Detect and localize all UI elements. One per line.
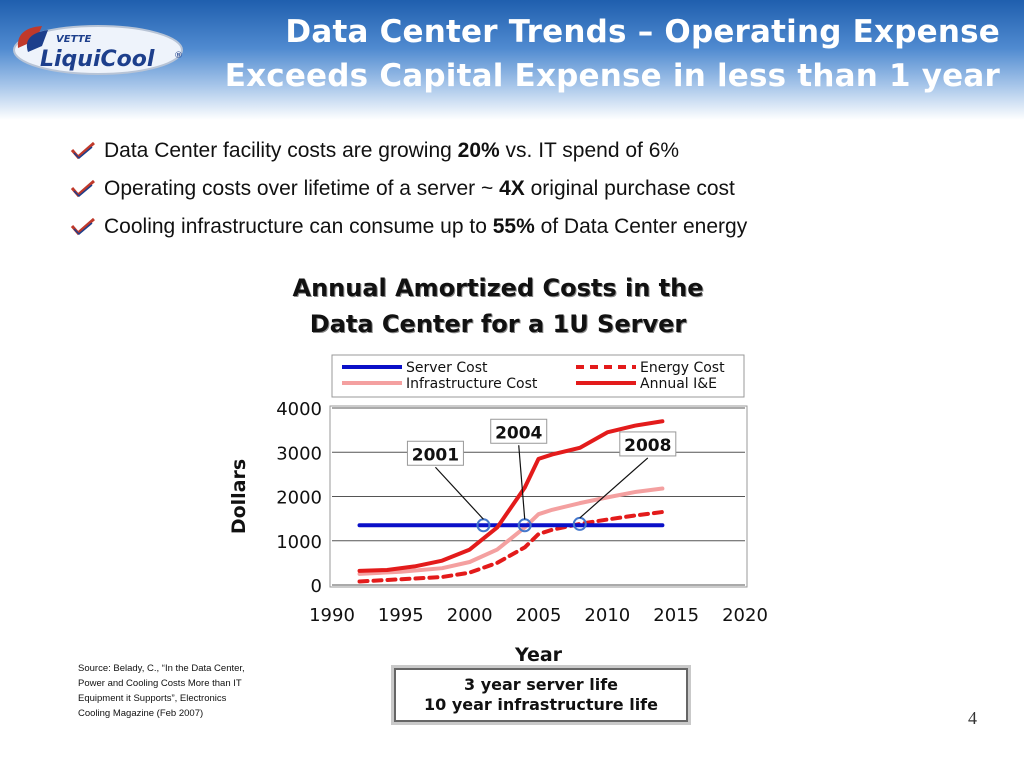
chart-title: Annual Amortized Costs in the Data Cente… [268, 270, 728, 342]
bullet-emphasis: 20% [457, 139, 500, 162]
source-line: Cooling Magazine (Feb 2007) [78, 708, 204, 719]
legend-label: Energy Cost [640, 360, 725, 376]
svg-text:®: ® [174, 51, 183, 61]
bullet-text: Operating costs over lifetime of a serve… [104, 177, 500, 200]
source-line: Power and Cooling Costs More than IT [78, 678, 242, 689]
annotation-box [406, 440, 464, 466]
bullet-list: Data Center facility costs are growing 2… [70, 138, 747, 252]
annotation-label: 2001 [412, 445, 459, 465]
crossover-marker [517, 518, 532, 533]
y-tick-label: 1000 [276, 532, 322, 553]
bullet-text: of Data Center energy [534, 215, 748, 238]
chart-title-line2: Data Center for a 1U Server [309, 310, 687, 338]
y-tick-label: 4000 [276, 399, 322, 420]
infrastructure-life-text: 10 year infrastructure life [424, 695, 658, 714]
server-life-text: 3 year server life [463, 675, 619, 694]
y-tick-label: 3000 [276, 443, 322, 464]
legend-label: Infrastructure Cost [406, 376, 538, 392]
annotation-box [490, 418, 548, 444]
bullet-text: vs. IT spend of 6% [499, 139, 680, 162]
annotation-arrow [518, 445, 526, 520]
svg-text:VETTE: VETTE [56, 34, 91, 45]
lifetime-box: 3 year server life 10 year infrastructur… [391, 665, 691, 725]
y-tick-label: 0 [311, 576, 322, 597]
checkmark-icon [70, 141, 95, 160]
x-tick-label: 1995 [378, 605, 424, 626]
svg-text:LiquiCool: LiquiCool [40, 47, 155, 72]
x-tick-label: 2005 [516, 605, 562, 626]
annotation-arrow [434, 466, 484, 520]
amortized-costs-chart: 0 1000 2000 3000 4000 1990 1995 2000 2005 2010 201… [228, 354, 768, 666]
annotation-label: 2004 [495, 423, 542, 443]
checkmark-icon [70, 179, 95, 198]
checkmark-icon [70, 217, 95, 236]
bullet-item: Operating costs over lifetime of a serve… [70, 176, 747, 214]
annotation-label: 2008 [624, 436, 671, 456]
bullet-emphasis: 55% [492, 215, 535, 238]
x-axis-title: Year [514, 644, 563, 666]
x-tick-label: 2000 [447, 605, 493, 626]
bullet-item: Data Center facility costs are growing 2… [70, 138, 747, 176]
x-tick-label: 2010 [584, 605, 630, 626]
legend-label: Annual I&E [640, 376, 717, 392]
liquicool-logo: VETTE LiquiCool ® [13, 25, 183, 75]
source-citation: Source: Belady, C., “In the Data Center,… [78, 661, 278, 721]
bullet-text: original purchase cost [524, 177, 735, 200]
y-axis-title: Dollars [228, 459, 250, 534]
series-line [357, 486, 665, 576]
bullet-item: Cooling infrastructure can consume up to… [70, 214, 747, 252]
page-number: 4 [968, 708, 977, 728]
annotation-box [619, 431, 677, 457]
slide-title-line2: Exceeds Capital Expense in less than 1 y… [224, 58, 1000, 94]
slide-title: Data Center Trends – Operating Expense E… [225, 10, 1000, 98]
chart-title-line1: Annual Amortized Costs in the [292, 274, 704, 302]
slide-title-line1: Data Center Trends – Operating Expense [285, 14, 1000, 50]
series-line [357, 419, 665, 573]
bullet-text: Data Center facility costs are growing [104, 139, 458, 162]
title-banner: VETTE LiquiCool ® Data Center Trends – O… [0, 0, 1024, 120]
bullet-emphasis: 4X [499, 177, 525, 200]
series-line [357, 509, 665, 584]
source-line: Equipment it Supports”, Electronics [78, 693, 227, 704]
legend-box [331, 354, 745, 398]
crossover-marker [476, 518, 491, 533]
legend-label: Server Cost [406, 360, 488, 376]
source-line: Source: Belady, C., “In the Data Center, [78, 663, 245, 674]
x-tick-label: 2015 [653, 605, 699, 626]
y-tick-label: 2000 [276, 488, 322, 509]
bullet-text: Cooling infrastructure can consume up to [104, 215, 493, 238]
x-tick-label: 2020 [722, 605, 768, 626]
annotation-arrow [579, 457, 649, 519]
x-tick-label: 1990 [309, 605, 355, 626]
